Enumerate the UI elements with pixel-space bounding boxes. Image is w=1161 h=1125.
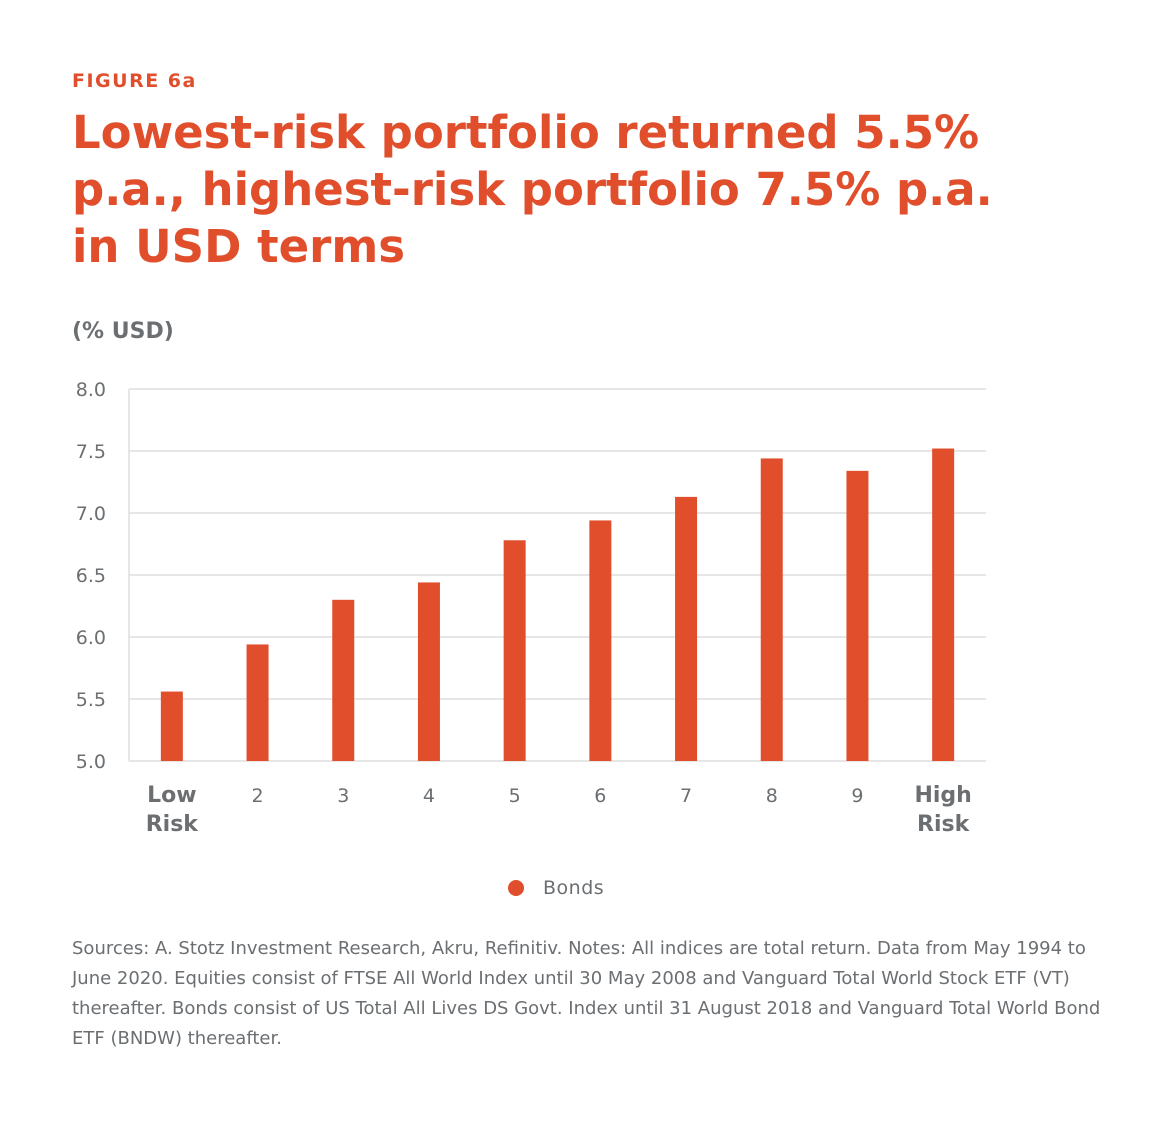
x-tick-label: 7 (680, 785, 692, 807)
x-tick-label: Low Risk (146, 783, 200, 837)
axes (128, 389, 986, 762)
x-tick-label: 6 (594, 785, 606, 807)
figure-label: FIGURE 6a (72, 70, 197, 92)
x-tick-label: 2 (252, 785, 264, 807)
bar-high-risk (932, 448, 955, 761)
x-tick-label: 5 (509, 785, 521, 807)
source-notes: Sources: A. Stotz Investment Research, A… (72, 938, 1101, 1049)
y-tick-label: 7.5 (76, 441, 106, 463)
bar-4 (417, 582, 440, 761)
x-tick-label: 4 (423, 785, 435, 807)
y-tick-label: 5.5 (76, 689, 106, 711)
y-axis-unit-label: (% USD) (72, 319, 174, 344)
legend-label-bonds: Bonds (543, 877, 605, 899)
bar-5 (503, 540, 526, 761)
y-tick-label: 5.0 (76, 751, 106, 773)
bar-6 (589, 520, 612, 761)
bar-low-risk (160, 691, 183, 761)
y-tick-label: 6.5 (76, 565, 106, 587)
legend: Bonds (508, 876, 604, 900)
bar-chart: 5.0 5.5 6.0 6.5 7.0 7.5 8.0 Low Risk 2 3 4 5 6 7 8 9 Hig… (76, 379, 986, 837)
bar-3 (332, 599, 355, 761)
gridlines (129, 388, 986, 700)
bar-2 (246, 644, 269, 761)
x-tick-label: 9 (851, 785, 863, 807)
bar-9 (846, 470, 869, 761)
bar-8 (760, 458, 783, 761)
x-tick-label: High Risk (914, 783, 971, 837)
y-tick-label: 6.0 (76, 627, 106, 649)
x-tick-label: 8 (766, 785, 778, 807)
y-tick-label: 7.0 (76, 503, 106, 525)
bars (160, 448, 955, 761)
y-tick-label: 8.0 (76, 379, 106, 401)
chart-title: Lowest-risk portfolio returned 5.5% p.a.… (72, 106, 993, 273)
bar-7 (675, 496, 698, 761)
y-tick-labels: 5.0 5.5 6.0 6.5 7.0 7.5 8.0 (76, 379, 106, 773)
legend-swatch-bonds (508, 880, 524, 896)
x-tick-labels: Low Risk 2 3 4 5 6 7 8 9 High Risk (146, 783, 972, 837)
x-tick-label: 3 (337, 785, 349, 807)
